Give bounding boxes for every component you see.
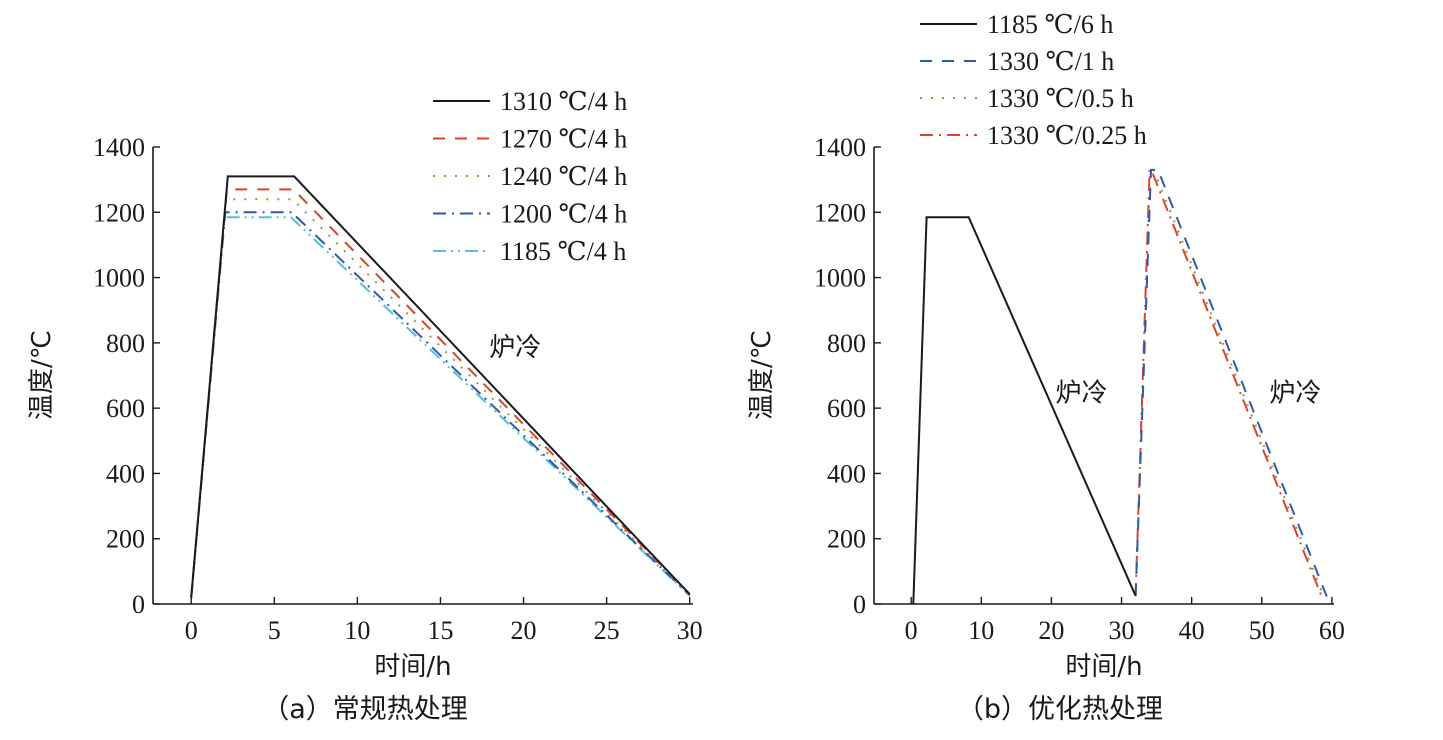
annotation-label: 炉冷	[1056, 379, 1108, 409]
y-tick-label: 600	[827, 394, 866, 423]
y-tick-label: 1000	[814, 264, 866, 293]
chart-a: 0 200 400 600 800 1000 1200 1400 0 5 10 15 20 25 30 温度/…	[27, 87, 703, 725]
legend-label: 1330 ℃/0.25 h	[987, 121, 1147, 150]
y-tick-label: 0	[853, 590, 866, 619]
legend-label: 1270 ℃/4 h	[500, 125, 627, 154]
chart-b: 0 200 400 600 800 1000 1200 1400 0 10 20 30 40 50 60 温度…	[747, 10, 1345, 725]
y-tick-label: 1200	[93, 198, 145, 227]
annotation-label: 炉冷	[1269, 379, 1321, 409]
legend-label: 1330 ℃/0.5 h	[987, 84, 1134, 113]
series-line	[1134, 168, 1324, 598]
y-tick-label: 800	[106, 329, 145, 358]
legend-label: 1330 ℃/1 h	[987, 47, 1114, 76]
series-line	[190, 175, 691, 598]
y-tick-label: 1000	[93, 264, 145, 293]
x-tick-label: 25	[594, 616, 620, 645]
x-tick-label: 5	[268, 616, 281, 645]
x-axis-label: 时间/h	[374, 652, 451, 682]
annotation-label: 炉冷	[489, 333, 541, 363]
chart-caption: （a）常规热处理	[262, 694, 468, 725]
y-tick-label: 200	[827, 525, 866, 554]
x-axis-label: 时间/h	[1065, 652, 1142, 682]
x-tick-label: 10	[968, 616, 994, 645]
x-tick-label: 15	[427, 616, 453, 645]
x-tick-label: 40	[1179, 616, 1205, 645]
y-tick-label: 600	[106, 394, 145, 423]
chart-caption: （b）优化热处理	[957, 694, 1163, 725]
x-tick-label: 0	[185, 616, 198, 645]
y-tick-label: 0	[132, 590, 145, 619]
x-tick-label: 60	[1319, 616, 1345, 645]
x-tick-label: 30	[677, 616, 703, 645]
x-tick-label: 20	[511, 616, 537, 645]
y-tick-label: 200	[106, 525, 145, 554]
y-tick-label: 800	[827, 329, 866, 358]
legend-label: 1185 ℃/4 h	[500, 237, 626, 266]
legend-label: 1240 ℃/4 h	[500, 162, 627, 191]
y-axis-label: 温度/℃	[747, 330, 777, 420]
y-tick-label: 1200	[814, 198, 866, 227]
x-tick-label: 20	[1038, 616, 1064, 645]
x-tick-label: 30	[1109, 616, 1135, 645]
y-axis-label: 温度/℃	[27, 330, 57, 420]
series-line	[1134, 168, 1330, 602]
y-tick-label: 1400	[93, 133, 145, 162]
y-tick-label: 400	[827, 459, 866, 488]
y-tick-label: 1400	[814, 133, 866, 162]
y-tick-label: 400	[106, 459, 145, 488]
legend-label: 1200 ℃/4 h	[500, 200, 627, 229]
series-line	[912, 216, 1137, 605]
legend-label: 1185 ℃/6 h	[987, 10, 1113, 39]
legend-label: 1310 ℃/4 h	[500, 87, 627, 116]
x-tick-label: 10	[344, 616, 370, 645]
x-tick-label: 50	[1249, 616, 1275, 645]
series-line	[190, 211, 691, 598]
x-tick-label: 0	[905, 616, 918, 645]
series-line	[190, 216, 691, 598]
